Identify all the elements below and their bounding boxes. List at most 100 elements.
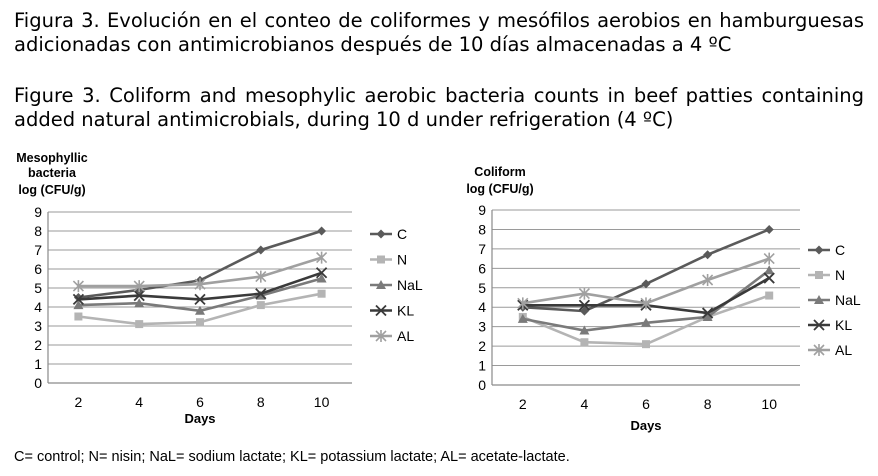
legend-entry-al: AL [808, 342, 852, 358]
legend-label: KL [397, 303, 414, 319]
legend-label: N [397, 252, 407, 268]
legend-label: AL [397, 328, 414, 344]
series-n [74, 289, 326, 329]
data-point [580, 338, 589, 347]
caption-english: Figure 3. Coliform and mesophylic aerobi… [14, 84, 864, 131]
footnote: C= control; N= nisin; NaL= sodium lactat… [14, 449, 570, 465]
data-point [578, 287, 590, 300]
legend-marker [813, 344, 825, 356]
data-point [317, 289, 326, 298]
data-point [195, 305, 205, 315]
data-point [256, 245, 266, 255]
legend-marker [377, 255, 385, 264]
legend-marker [375, 304, 387, 317]
series-al [72, 251, 328, 293]
series-c [73, 226, 327, 302]
data-point [517, 297, 529, 310]
legend-entry-n: N [808, 267, 845, 283]
y-tick-label: 7 [478, 241, 486, 257]
x-tick-label: 4 [135, 394, 143, 410]
legend-label: C [835, 242, 845, 258]
data-point [578, 299, 591, 311]
legend-entry-nal: NaL [808, 292, 861, 308]
y-tick-label: 9 [478, 202, 486, 218]
data-point [642, 340, 650, 349]
data-point [579, 325, 590, 335]
data-point [134, 298, 145, 308]
data-point [765, 291, 774, 300]
y-tick-label: 4 [478, 299, 486, 315]
data-point [73, 300, 84, 310]
data-point [764, 224, 774, 234]
legend-label: KL [835, 317, 852, 333]
data-point [641, 279, 651, 289]
legend-marker [813, 319, 825, 331]
x-tick-label: 2 [75, 394, 83, 410]
series-al [517, 252, 775, 310]
x-tick-label: 4 [581, 396, 589, 412]
y-tick-label: 6 [34, 261, 42, 277]
data-point [315, 267, 328, 279]
y-axis-label: log (CFU/g) [18, 183, 85, 197]
series-c [518, 224, 774, 316]
data-point [517, 313, 528, 323]
caption-spanish: Figura 3. Evolución en el conteo de coli… [14, 9, 864, 56]
data-point [72, 293, 85, 306]
y-tick-label: 4 [34, 299, 42, 315]
y-tick-label: 7 [34, 242, 42, 258]
y-tick-label: 6 [478, 260, 486, 276]
legend-entry-al: AL [370, 328, 414, 344]
data-point [74, 312, 83, 321]
legend-entry-kl: KL [808, 317, 852, 333]
y-tick-label: 8 [34, 223, 42, 239]
x-tick-label: 8 [704, 396, 712, 412]
data-point [196, 318, 204, 327]
legend-marker [376, 229, 386, 239]
data-point [701, 307, 714, 319]
legend-label: C [397, 226, 407, 242]
legend-label: NaL [835, 292, 861, 308]
y-tick-label: 2 [34, 337, 42, 353]
y-tick-label: 5 [478, 280, 486, 296]
y-axis-label: Coliform [474, 165, 525, 179]
legend-marker [814, 295, 824, 304]
series-kl [72, 267, 328, 306]
data-point [640, 297, 652, 310]
series-nal [73, 273, 327, 315]
legend-label: NaL [397, 277, 423, 293]
x-axis-label: Days [184, 411, 215, 426]
legend-entry-nal: NaL [370, 277, 423, 293]
data-point [133, 280, 145, 293]
data-point [641, 317, 651, 327]
legend-label: AL [835, 342, 852, 358]
legend-entry-c: C [808, 242, 845, 258]
y-tick-label: 5 [34, 280, 42, 296]
data-point [135, 320, 144, 329]
data-point [317, 226, 327, 236]
data-point [579, 306, 589, 316]
data-point [316, 251, 328, 264]
y-tick-label: 9 [34, 204, 42, 220]
y-tick-label: 3 [34, 318, 42, 334]
x-tick-label: 8 [257, 394, 265, 410]
legend-marker [375, 330, 387, 342]
data-point [256, 301, 265, 310]
data-point [194, 293, 206, 306]
data-point [703, 250, 713, 260]
x-tick-label: 6 [642, 396, 650, 412]
y-axis-label: log (CFU/g) [466, 182, 533, 196]
y-tick-label: 0 [478, 377, 486, 393]
x-tick-label: 2 [519, 396, 527, 412]
data-point [255, 288, 267, 300]
y-tick-label: 3 [478, 319, 486, 335]
legend-entry-c: C [370, 226, 407, 242]
y-axis-label: bacteria [28, 166, 77, 180]
legend-marker [815, 271, 823, 279]
data-point [72, 280, 84, 293]
chart-2: 0 1 2 3 4 5 6 7 8 9 2 4 6 8 10 Coliform log (CFU/g) Days C… [466, 165, 861, 433]
y-tick-label: 8 [478, 221, 486, 237]
y-axis-label: Mesophyllic [16, 151, 88, 165]
data-point [255, 270, 267, 283]
